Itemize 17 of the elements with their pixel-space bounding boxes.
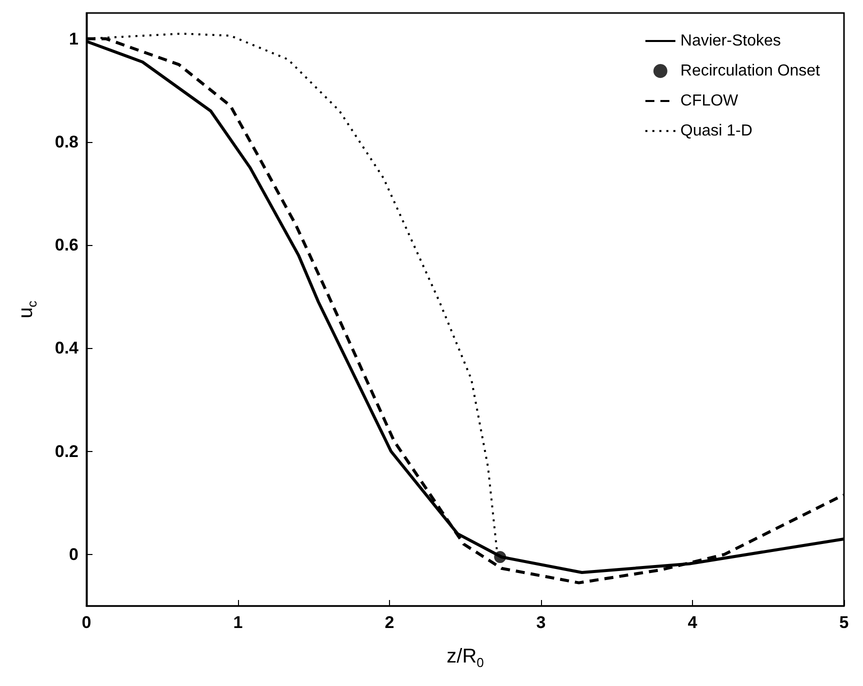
x-tick-label: 3 (536, 613, 546, 632)
legend-label: Navier-Stokes (680, 32, 781, 50)
x-tick-label: 2 (384, 613, 394, 632)
legend-label: CFLOW (680, 92, 740, 110)
y-axis-title: uc (15, 300, 40, 318)
y-tick-label: 0.4 (54, 338, 80, 358)
x-tick-label: 5 (839, 613, 849, 632)
y-tick-label: 0.8 (54, 132, 78, 152)
x-tick-label: 4 (688, 613, 698, 632)
y-tick-label: 0.2 (54, 442, 78, 461)
x-tick-label: 1 (233, 613, 243, 632)
y-tick-label: 0 (69, 544, 78, 564)
legend-label: Quasi 1-D (680, 122, 752, 140)
x-tick-label: 0 (82, 613, 92, 632)
y-tick-label: 0.6 (54, 236, 78, 255)
y-tick-label: 1 (69, 29, 78, 48)
legend-label: Recirculation Onset (680, 62, 821, 80)
